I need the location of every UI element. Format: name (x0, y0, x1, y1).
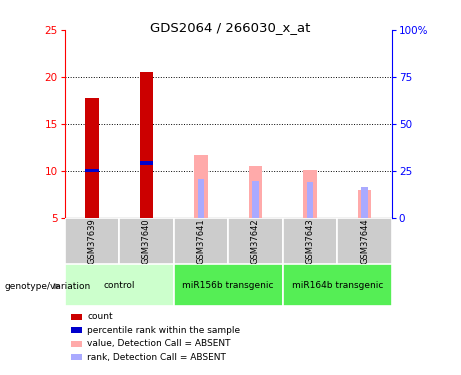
Bar (194, 154, 208, 218)
Bar (252, 181, 259, 218)
Text: GSM37641: GSM37641 (196, 218, 206, 264)
Text: GSM37644: GSM37644 (360, 218, 369, 264)
Bar (307, 182, 313, 218)
Text: genotype/variation: genotype/variation (5, 282, 91, 291)
Text: GSM37639: GSM37639 (87, 218, 96, 264)
Bar (361, 187, 368, 218)
Bar (65, 264, 174, 306)
Text: GSM37642: GSM37642 (251, 218, 260, 264)
Text: value, Detection Call = ABSENT: value, Detection Call = ABSENT (87, 339, 230, 348)
Bar (358, 190, 372, 217)
Text: count: count (87, 312, 113, 321)
Bar (85, 169, 99, 172)
Bar (174, 217, 228, 264)
Bar (303, 170, 317, 217)
Bar (337, 217, 392, 264)
Bar (283, 217, 337, 264)
Bar (174, 264, 283, 306)
Bar (140, 72, 153, 217)
Text: GDS2064 / 266030_x_at: GDS2064 / 266030_x_at (150, 21, 311, 34)
Text: GSM37643: GSM37643 (306, 218, 314, 264)
Bar (228, 217, 283, 264)
Text: miR164b transgenic: miR164b transgenic (292, 280, 383, 290)
Bar (248, 166, 262, 218)
Text: rank, Detection Call = ABSENT: rank, Detection Call = ABSENT (87, 353, 226, 362)
Text: GSM37640: GSM37640 (142, 218, 151, 264)
Bar (283, 264, 392, 306)
Bar (119, 217, 174, 264)
Bar (197, 179, 204, 218)
Text: percentile rank within the sample: percentile rank within the sample (87, 326, 240, 335)
Bar (85, 98, 99, 218)
Text: control: control (103, 280, 135, 290)
Text: miR156b transgenic: miR156b transgenic (183, 280, 274, 290)
Bar (65, 217, 119, 264)
Bar (140, 162, 153, 165)
